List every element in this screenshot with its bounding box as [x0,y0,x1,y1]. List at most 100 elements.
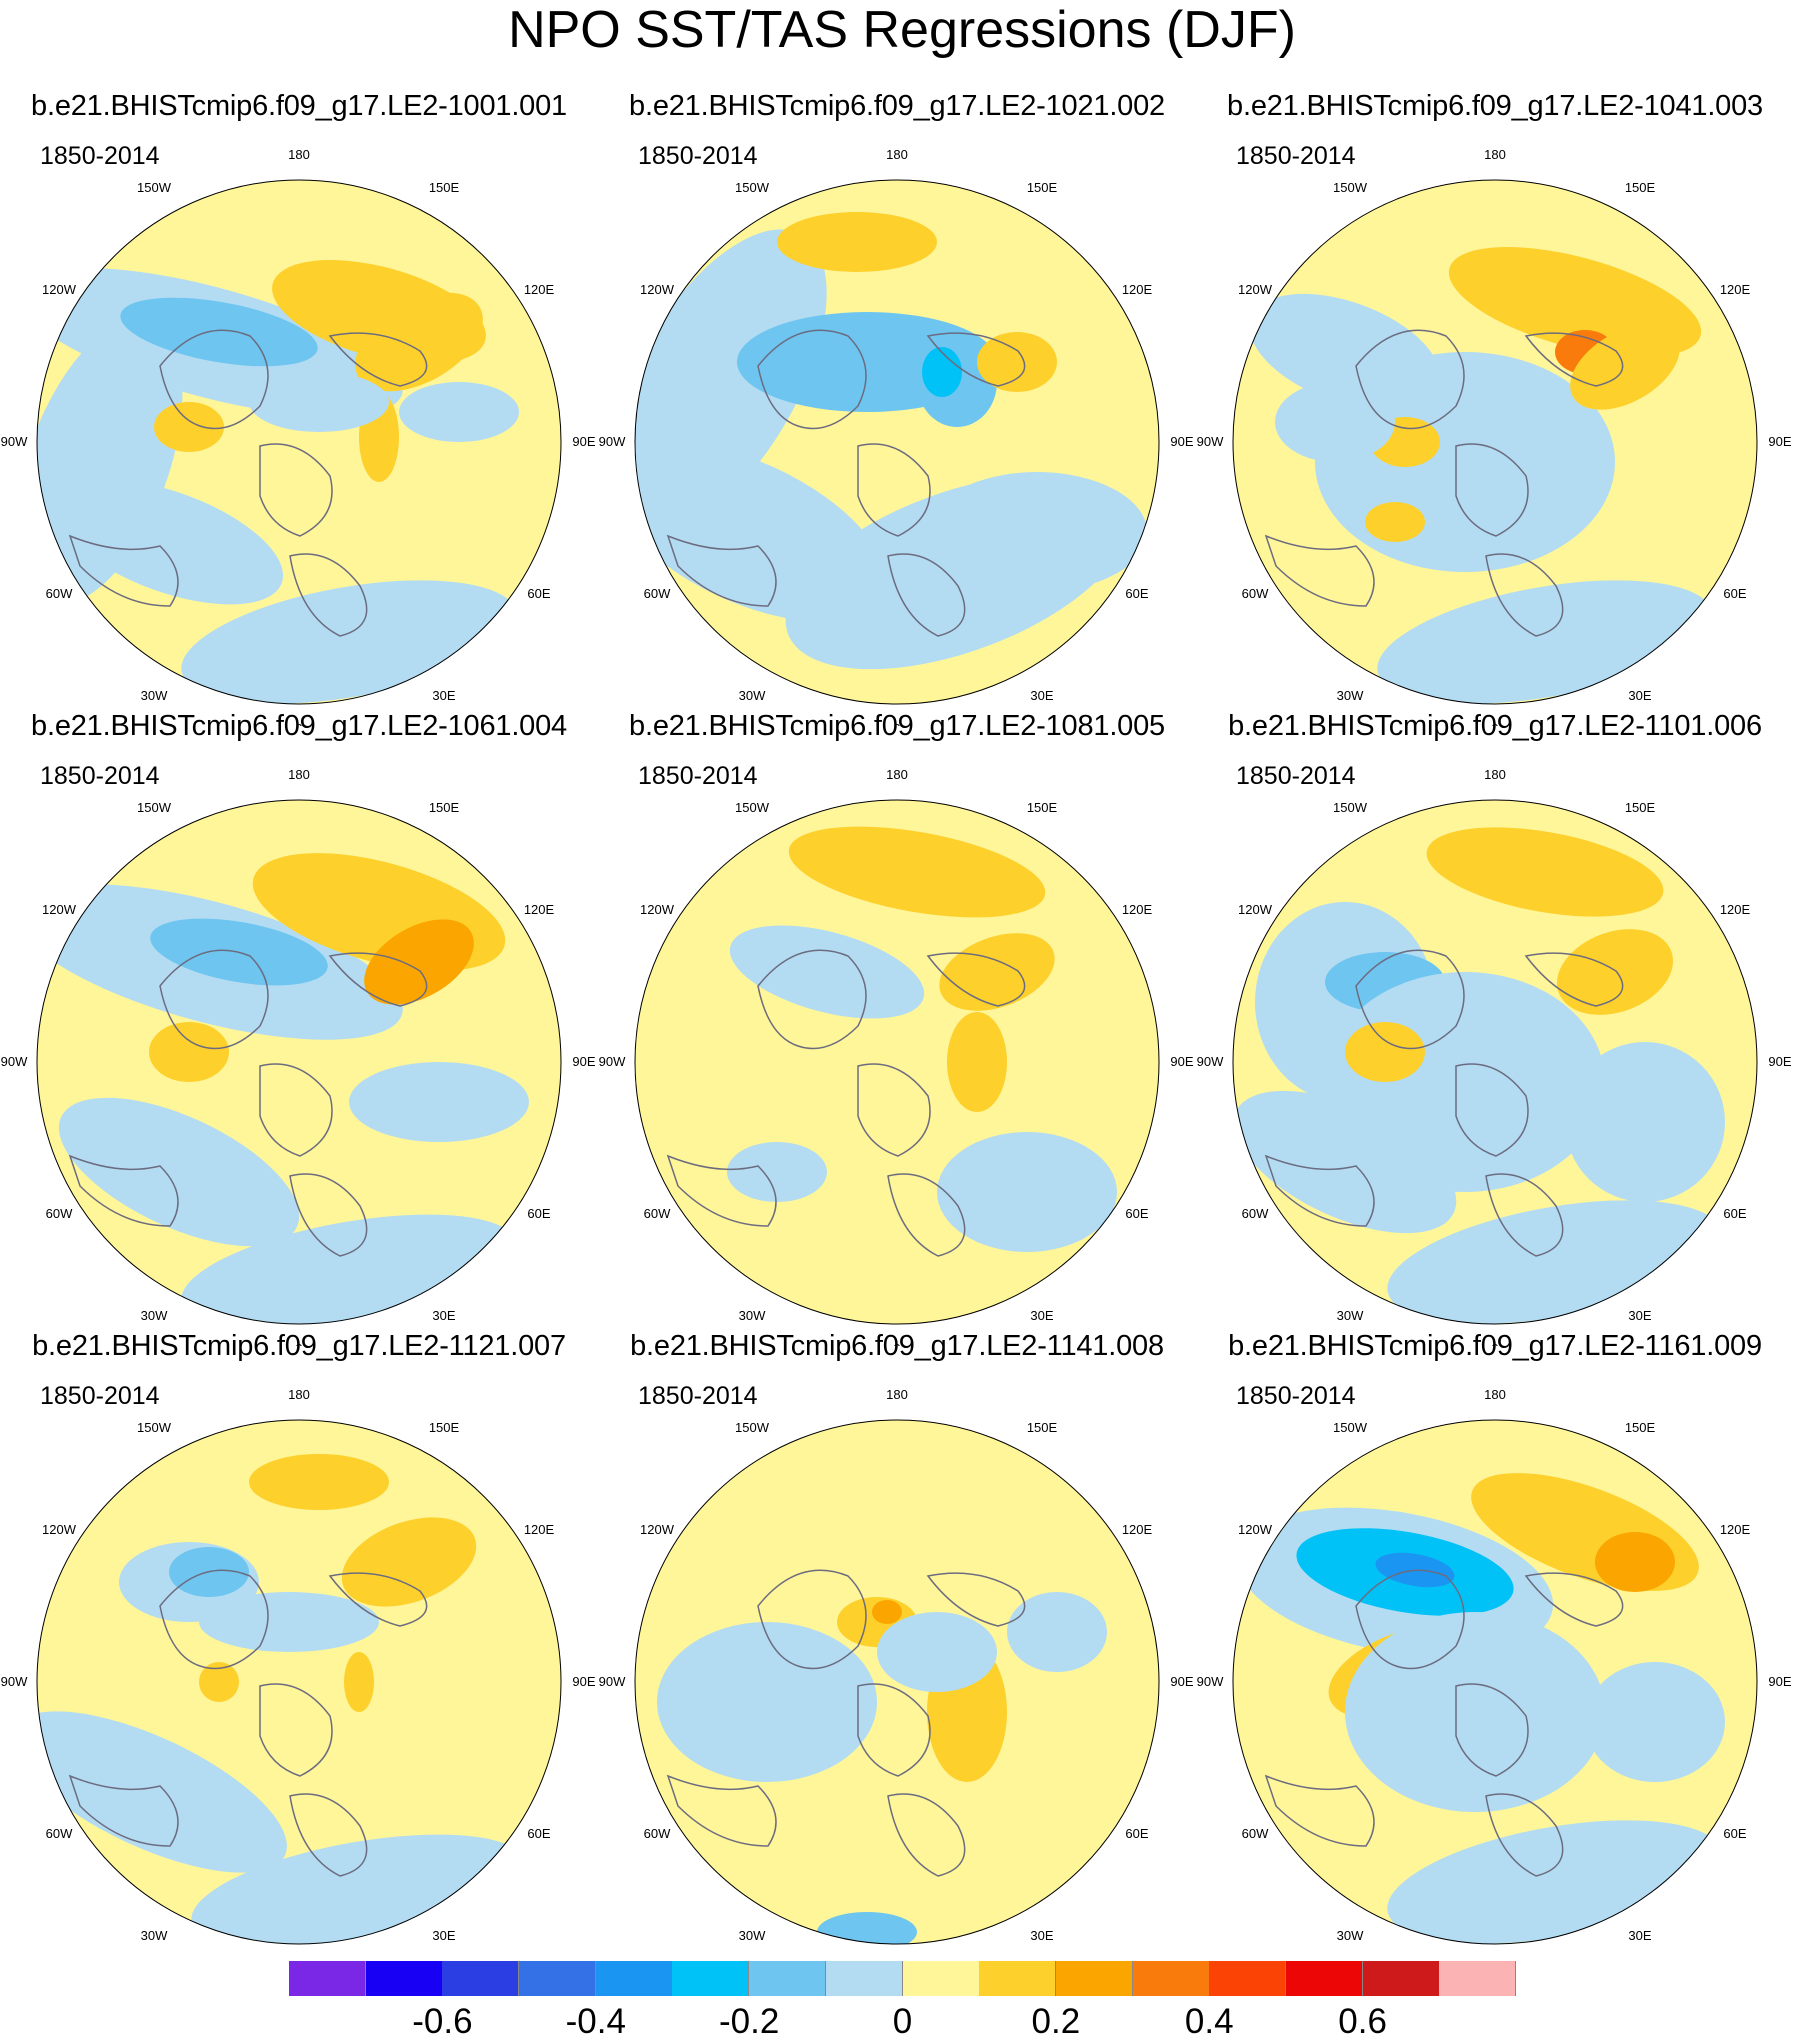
colorbar-swatch [289,1961,366,1996]
longitude-label: 0 [1491,721,1498,726]
longitude-label: 60W [1242,1206,1269,1221]
panel-title: b.e21.BHISTcmip6.f09_g17.LE2-1001.001 [31,90,567,122]
polar-map: 180150E120E90E60E30E030W60W90W120W150W [1,147,596,726]
colorbar-swatch [595,1961,673,1996]
colorbar-swatch [672,1961,750,1996]
anomaly-contour [349,1062,529,1142]
longitude-label: 120E [1122,282,1153,297]
coastline [757,1569,867,1670]
polar-map: 180150E120E90E60E30E030W60W90W120W150W [1197,1387,1792,1966]
longitude-label: 150W [1333,1420,1368,1435]
colorbar-swatch [825,1961,903,1996]
longitude-label: 60E [527,1206,550,1221]
coastline [1355,1569,1465,1670]
colorbar-tick-label: 0.4 [1184,2002,1234,2041]
longitude-label: 150E [1625,180,1656,195]
anomaly-contour [355,292,483,392]
anomaly-contour [1595,1532,1675,1592]
map-panel-6: b.e21.BHISTcmip6.f09_g17.LE2-1101.006 185… [1196,710,1794,1346]
panel-period-label: 1850-2014 [1236,762,1356,790]
longitude-label: 90E [1768,1674,1791,1689]
longitude-label: 60E [1723,1206,1746,1221]
longitude-label: 30W [739,1928,766,1943]
longitude-label: 120W [42,282,77,297]
longitude-label: 120E [524,1522,555,1537]
coastline [757,329,867,430]
coastline [289,553,368,637]
anomaly-contour [58,1097,300,1247]
panel-period-label: 1850-2014 [638,762,758,790]
longitude-label: 60E [1125,586,1148,601]
coastline [666,1774,777,1847]
longitude-label: 120W [640,902,675,917]
longitude-label: 150W [1333,180,1368,195]
coastline [1264,1774,1375,1847]
colorbar-swatch [1439,1961,1517,1996]
colorbar-tick-label: -0.2 [718,2002,780,2041]
longitude-label: 120W [1238,282,1273,297]
polar-map: 180150E120E90E60E30E030W60W90W120W150W [599,767,1194,1346]
longitude-label: 180 [1484,767,1506,782]
anomaly-contour [1365,502,1425,542]
anomaly-contour [199,1662,239,1702]
anomaly-contour [399,382,519,442]
anomaly-contour [1570,324,1680,410]
coastline [1264,1154,1375,1227]
anomaly-contour [120,297,318,367]
coastline [1524,1572,1624,1627]
coastline [1485,1793,1564,1877]
panel-period-label: 1850-2014 [1236,1382,1356,1410]
anomaly-contour [249,372,389,432]
longitude-label: 0 [893,1341,900,1346]
map-panel-4: b.e21.BHISTcmip6.f09_g17.LE2-1061.004 185… [0,710,598,1346]
coastline [1524,952,1624,1007]
anomaly-contour [1426,827,1664,917]
anomaly-contour [877,1612,997,1692]
longitude-label: 90E [572,1674,595,1689]
longitude-label: 150E [1625,800,1656,815]
longitude-label: 150W [137,1420,172,1435]
coastline [666,534,777,607]
map-border [36,179,562,705]
coastline [159,329,269,430]
longitude-label: 120E [1720,902,1751,917]
longitude-label: 30E [1628,1308,1651,1323]
colorbar-swatch [365,1961,443,1996]
map-panel-5: b.e21.BHISTcmip6.f09_g17.LE2-1081.005 185… [598,710,1196,1346]
longitude-label: 60W [46,1826,73,1841]
longitude-label: 120E [524,902,555,917]
longitude-label: 150W [137,800,172,815]
coastline [1485,553,1564,637]
longitude-label: 90E [1170,1054,1193,1069]
longitude-label: 90W [1,1674,28,1689]
panel-title: b.e21.BHISTcmip6.f09_g17.LE2-1141.008 [630,1330,1164,1362]
map-panel-7: b.e21.BHISTcmip6.f09_g17.LE2-1121.007 185… [0,1330,598,1966]
colorbar-swatch [519,1961,597,1996]
coastline [328,332,428,387]
colorbar-swatch [979,1961,1057,1996]
anomaly-contour [1556,929,1674,1015]
coastline [328,1572,428,1627]
longitude-label: 30W [1337,688,1364,703]
longitude-label: 60W [46,1206,73,1221]
longitude-label: 120W [640,1522,675,1537]
colorbar-swatch [749,1961,827,1996]
colorbar-swatch [1285,1961,1363,1996]
longitude-label: 30E [1030,688,1053,703]
anomaly-contour [1315,352,1615,572]
colorbar-tick-label: 0 [892,2002,913,2041]
longitude-label: 60E [1723,586,1746,601]
longitude-label: 90W [599,434,626,449]
longitude-label: 90W [1,1054,28,1069]
longitude-label: 90W [1197,1054,1224,1069]
longitude-label: 0 [893,721,900,726]
longitude-label: 120W [1238,902,1273,917]
anomaly-contour [927,472,1147,592]
longitude-label: 150E [1027,180,1058,195]
anomaly-contour [729,925,925,1019]
longitude-label: 30W [1337,1928,1364,1943]
polar-map: 180150E120E90E60E30E030W60W90W120W150W [599,1387,1194,1966]
longitude-label: 60W [644,586,671,601]
coastline [1455,1063,1529,1157]
anomaly-contour [149,1022,229,1082]
